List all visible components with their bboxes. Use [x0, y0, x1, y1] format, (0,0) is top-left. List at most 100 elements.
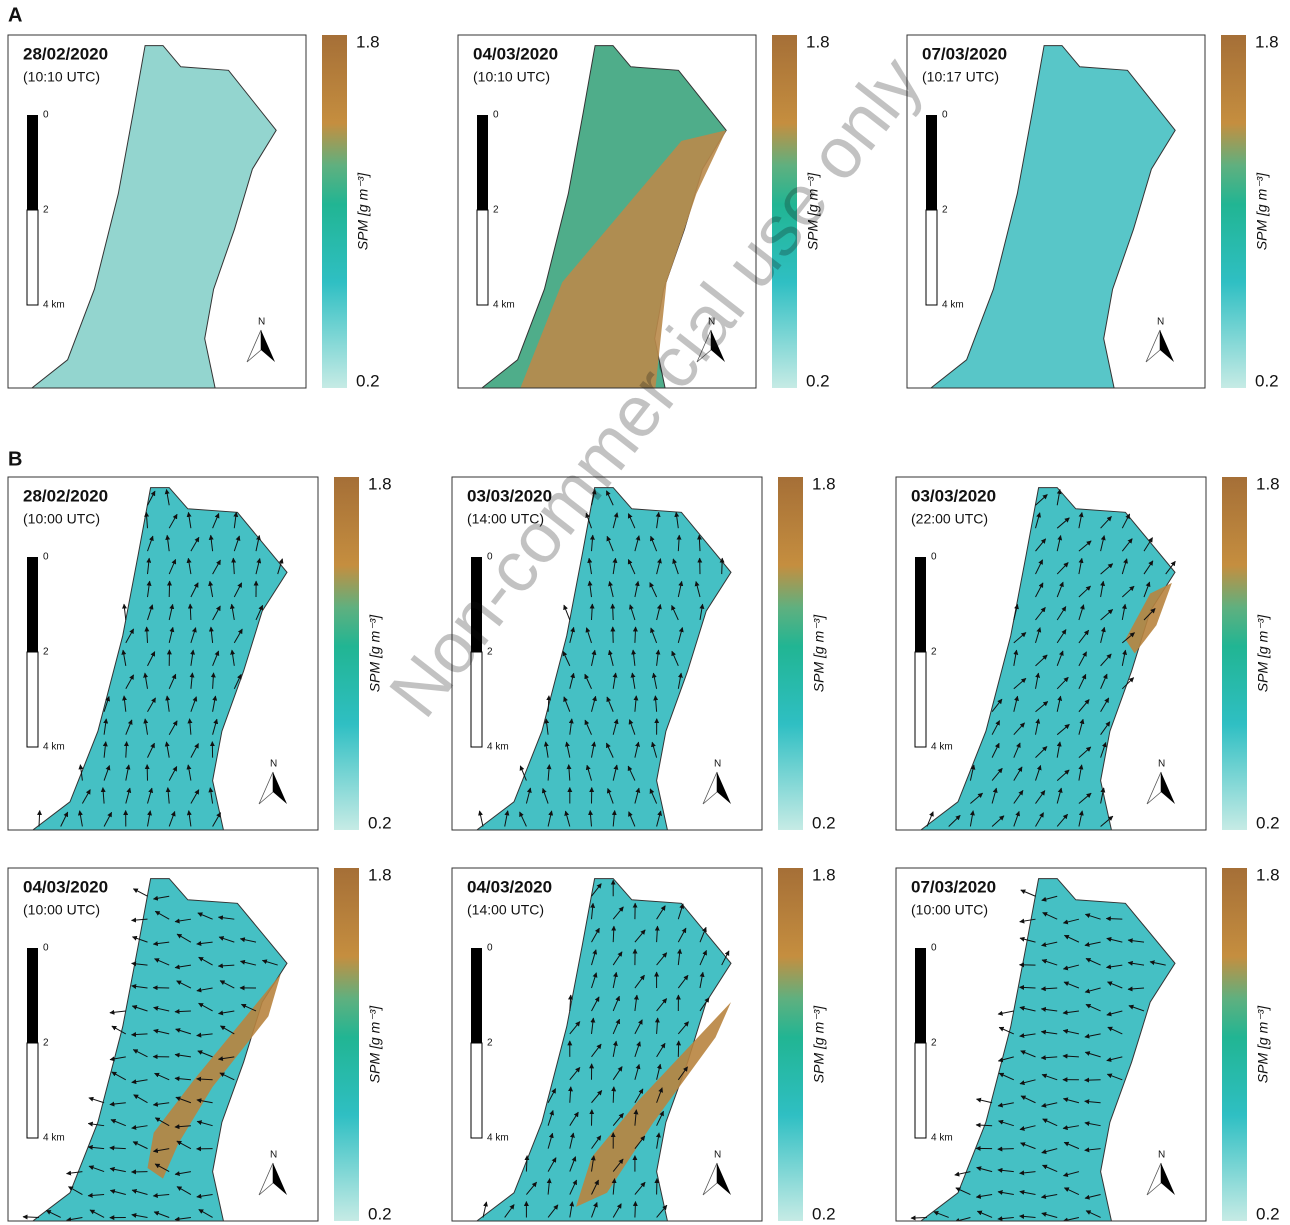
north-arrow-left — [259, 772, 273, 804]
water — [24, 488, 288, 837]
time: (10:10 UTC) — [473, 69, 550, 85]
colorbar-label: SPM [g m⁻³] — [1254, 172, 1270, 251]
scale-bar-label: 0 — [931, 552, 937, 563]
current-arrow — [998, 1149, 1014, 1150]
scale-bar-black — [471, 948, 482, 1043]
scale-bar-label: 4 km — [487, 1133, 509, 1144]
current-arrow — [39, 810, 40, 826]
scale-bar-label: 2 — [43, 205, 49, 216]
map — [468, 879, 732, 1225]
scale-bar-black — [477, 115, 488, 210]
colorbar-label: SPM [g m⁻³] — [367, 1005, 383, 1084]
colorbar-label: SPM [g m⁻³] — [1255, 1005, 1271, 1084]
scale-bar-white — [27, 1043, 38, 1138]
scale-bar-white — [477, 210, 488, 305]
scale-bar-label: 4 km — [931, 742, 953, 753]
current-arrow — [1021, 890, 1036, 896]
colorbar-label: SPM [g m⁻³] — [355, 172, 371, 251]
colorbar-label: SPM [g m⁻³] — [811, 1005, 827, 1084]
north-arrow-right — [273, 772, 287, 804]
current-arrow — [977, 1099, 993, 1103]
north-label: N — [270, 1150, 277, 1161]
north-arrow-left — [1147, 772, 1161, 804]
north-label: N — [258, 317, 265, 328]
colorbar-max: 1.8 — [812, 474, 836, 493]
colorbar-min: 0.2 — [1255, 371, 1279, 390]
north-arrow-right — [717, 772, 731, 804]
scale-bar-label: 4 km — [43, 300, 65, 311]
scale-bar-white — [915, 1043, 926, 1138]
time: (10:17 UTC) — [922, 69, 999, 85]
date: 28/02/2020 — [23, 486, 108, 505]
figure: A B 28/02/2020 (10:10 UTC) 0 2 4 km N 1.8 0.2 SP… — [0, 0, 1290, 1225]
scale-bar-black — [926, 115, 937, 210]
north-arrow-right — [1161, 1163, 1175, 1195]
scale-bar-white — [27, 210, 38, 305]
north-arrow-right — [1160, 330, 1174, 362]
water — [922, 46, 1175, 396]
date: 04/03/2020 — [467, 877, 552, 896]
water — [23, 46, 276, 396]
water — [912, 488, 1176, 837]
scale-bar-label: 0 — [43, 110, 49, 121]
colorbar-max: 1.8 — [1255, 32, 1279, 51]
north-arrow-right — [273, 1163, 287, 1195]
current-arrow — [635, 1201, 636, 1217]
section-label: B — [8, 448, 22, 470]
colorbar-min: 0.2 — [812, 1204, 836, 1223]
time: (10:00 UTC) — [23, 902, 100, 918]
current-arrow — [613, 604, 614, 620]
scale-bar-label: 2 — [493, 205, 499, 216]
scale-bar-label: 0 — [487, 943, 493, 954]
time: (10:00 UTC) — [911, 902, 988, 918]
map — [23, 46, 276, 396]
colorbar — [1222, 868, 1247, 1221]
time: (10:10 UTC) — [23, 69, 100, 85]
water — [912, 879, 1176, 1225]
date: 07/03/2020 — [922, 44, 1007, 63]
map — [24, 488, 288, 837]
scale-bar-label: 4 km — [493, 300, 515, 311]
current-arrow — [480, 811, 483, 827]
scale-bar-white — [915, 652, 926, 747]
date: 07/03/2020 — [911, 877, 996, 896]
colorbar-max: 1.8 — [368, 474, 392, 493]
scale-bar-black — [915, 948, 926, 1043]
colorbar-min: 0.2 — [356, 371, 380, 390]
scale-bar-label: 2 — [43, 1038, 49, 1049]
scale-bar-label: 2 — [43, 647, 49, 658]
colorbar-max: 1.8 — [806, 32, 830, 51]
scale-bar-white — [926, 210, 937, 305]
colorbar-label: SPM [g m⁻³] — [811, 614, 827, 693]
north-arrow-left — [1147, 1163, 1161, 1195]
section-label: A — [8, 4, 22, 26]
scale-bar-black — [27, 557, 38, 652]
colorbar-label: SPM [g m⁻³] — [1255, 614, 1271, 693]
scale-bar-label: 2 — [942, 205, 948, 216]
date: 28/02/2020 — [23, 44, 108, 63]
colorbar — [334, 868, 359, 1221]
colorbar-min: 0.2 — [806, 371, 830, 390]
scale-bar-label: 4 km — [942, 300, 964, 311]
north-arrow-left — [703, 772, 717, 804]
date: 04/03/2020 — [473, 44, 558, 63]
scale-bar-label: 0 — [43, 943, 49, 954]
north-label: N — [1158, 1150, 1165, 1161]
time: (14:00 UTC) — [467, 902, 544, 918]
current-arrow — [110, 1011, 126, 1013]
map — [911, 879, 1175, 1225]
scale-bar-label: 0 — [931, 943, 937, 954]
scale-bar-white — [27, 652, 38, 747]
scale-bar-white — [471, 1043, 482, 1138]
current-arrow — [23, 1217, 39, 1218]
north-arrow-right — [717, 1163, 731, 1195]
north-arrow-left — [247, 330, 261, 362]
colorbar-min: 0.2 — [1256, 813, 1280, 832]
scale-bar-black — [27, 948, 38, 1043]
north-arrow-right — [1161, 772, 1175, 804]
scale-bar-label: 4 km — [43, 1133, 65, 1144]
north-arrow-left — [1146, 330, 1160, 362]
scale-bar-label: 0 — [942, 110, 948, 121]
north-arrow-right — [261, 330, 275, 362]
colorbar-min: 0.2 — [368, 813, 392, 832]
